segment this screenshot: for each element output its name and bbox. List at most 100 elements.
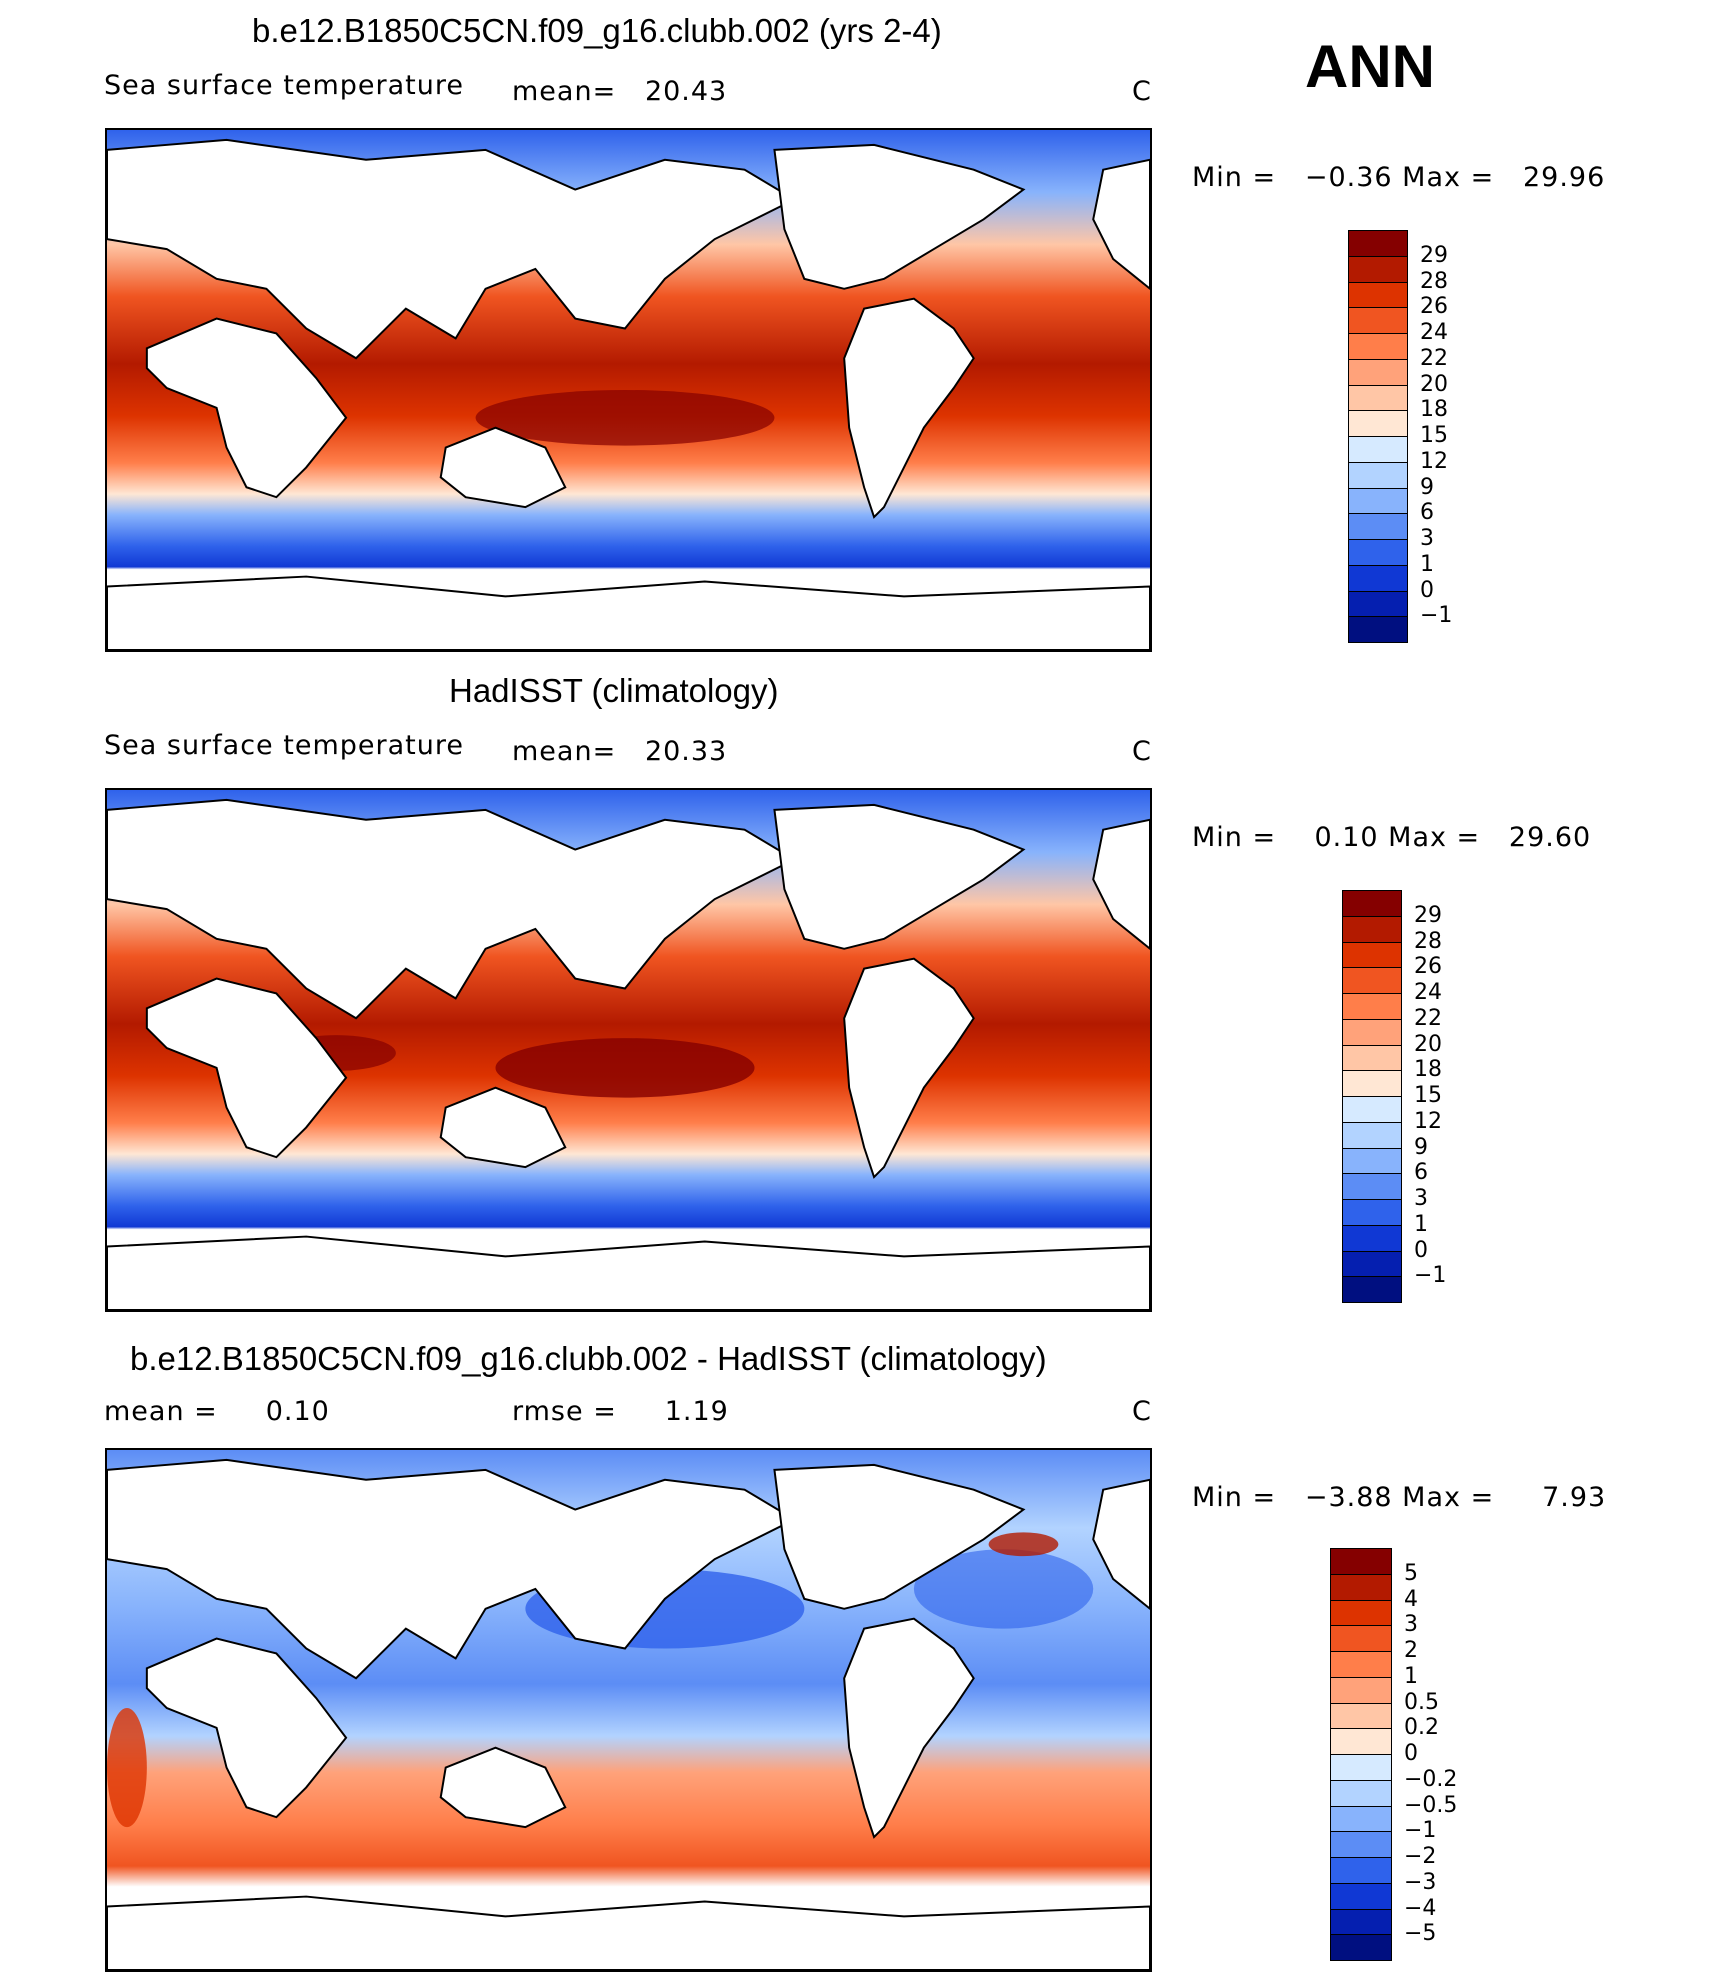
colorbar-label: 3 [1420, 526, 1434, 551]
colorbar-label: −0.5 [1404, 1792, 1458, 1818]
colorbar-swatch [1330, 1882, 1392, 1910]
colorbar-label: −1 [1404, 1818, 1437, 1844]
panel-3-units: C [1132, 1396, 1152, 1427]
colorbar-swatch [1330, 1754, 1392, 1781]
colorbar-swatch [1348, 616, 1408, 643]
colorbar-label: −5 [1404, 1921, 1437, 1947]
colorbar-label: 3 [1404, 1612, 1418, 1638]
colorbar-swatch [1348, 436, 1408, 463]
colorbar-swatch [1348, 333, 1408, 360]
colorbar-label: 18 [1414, 1057, 1442, 1083]
colorbar-label: 22 [1414, 1005, 1442, 1031]
panel-1-variable-label: Sea surface temperature [104, 70, 464, 101]
colorbar-label: 28 [1414, 928, 1442, 954]
panel-2-variable-label: Sea surface temperature [104, 730, 464, 761]
colorbar-label: −0.2 [1404, 1766, 1458, 1792]
colorbar-label: 6 [1414, 1160, 1428, 1186]
colorbar-label: 6 [1420, 500, 1434, 526]
panel-3-colorbar: 5 4 3 2 1 0.5 0.2 0 −0.2 −0.5 −1 −2 −3 −4 −5 [1330, 1548, 1480, 1961]
colorbar-label: 4 [1404, 1586, 1418, 1612]
panel-2-map [105, 788, 1152, 1312]
colorbar-label: 29 [1420, 242, 1448, 268]
colorbar-swatch [1342, 1018, 1402, 1046]
colorbar-swatch [1330, 1625, 1392, 1652]
panel-2-colorbar: 29 28 26 24 22 20 18 15 12 9 6 3 1 0 −1 [1342, 890, 1472, 1303]
colorbar-swatch [1342, 1173, 1402, 1200]
panel-3-mean: mean = 0.10 [104, 1396, 330, 1427]
panel-3-minmax: Min = −3.88 Max = 7.93 [1192, 1482, 1607, 1513]
sst-difference-map [107, 1450, 1150, 1970]
colorbar-label: 0 [1414, 1237, 1428, 1263]
colorbar-label: 29 [1414, 902, 1442, 928]
colorbar-swatch [1342, 1070, 1402, 1097]
colorbar-label: 0 [1404, 1741, 1418, 1766]
colorbar-label: 18 [1420, 397, 1448, 423]
sst-observed-map [107, 790, 1150, 1310]
colorbar-swatch [1342, 1199, 1402, 1226]
colorbar-label: 0.5 [1404, 1689, 1439, 1715]
colorbar-swatch [1330, 1548, 1392, 1575]
colorbar-swatch [1330, 1908, 1392, 1936]
colorbar-label: 22 [1420, 345, 1448, 371]
colorbar-swatch [1348, 358, 1408, 386]
colorbar-swatch [1342, 1121, 1402, 1149]
colorbar-label: 24 [1414, 980, 1442, 1005]
colorbar-swatch [1330, 1857, 1392, 1884]
colorbar-swatch [1342, 1096, 1402, 1123]
colorbar-label: −1 [1420, 603, 1453, 629]
colorbar-label: 9 [1414, 1134, 1428, 1160]
colorbar-swatch [1348, 384, 1408, 412]
colorbar-label: 1 [1414, 1211, 1428, 1237]
colorbar-label: 15 [1414, 1083, 1442, 1108]
colorbar-label: −3 [1404, 1869, 1437, 1895]
colorbar-swatch [1342, 1276, 1402, 1303]
panel-1-mean: mean= 20.43 [512, 76, 728, 107]
panel-2-mean: mean= 20.33 [512, 736, 728, 767]
colorbar-swatch [1342, 941, 1402, 969]
colorbar-swatch [1342, 1250, 1402, 1278]
panel-2-units: C [1132, 736, 1152, 767]
colorbar-swatch [1330, 1676, 1392, 1704]
colorbar-swatch [1330, 1728, 1392, 1755]
colorbar-label: 0.2 [1404, 1715, 1439, 1741]
colorbar-label: 26 [1420, 294, 1448, 320]
colorbar-label: 12 [1420, 448, 1448, 474]
colorbar-swatch [1330, 1831, 1392, 1858]
panel-2-minmax: Min = 0.10 Max = 29.60 [1192, 822, 1592, 853]
panel-3-title: b.e12.B1850C5CN.f09_g16.clubb.002 - HadI… [130, 1340, 1047, 1377]
panel-1-title: b.e12.B1850C5CN.f09_g16.clubb.002 (yrs 2… [252, 12, 942, 49]
colorbar-label: 0 [1420, 577, 1434, 603]
colorbar-swatch [1348, 281, 1408, 309]
panel-1-units: C [1132, 76, 1152, 107]
colorbar-label: 1 [1420, 551, 1434, 577]
colorbar-swatch [1342, 1224, 1402, 1252]
colorbar-label: 24 [1420, 320, 1448, 345]
colorbar-swatch [1348, 590, 1408, 618]
colorbar-swatch [1348, 487, 1408, 515]
colorbar-swatch [1348, 564, 1408, 592]
colorbar-label: 26 [1414, 954, 1442, 980]
colorbar-swatch [1342, 890, 1402, 917]
colorbar-label: −4 [1404, 1895, 1437, 1921]
colorbar-label: 15 [1420, 423, 1448, 448]
colorbar-label: 2 [1404, 1638, 1418, 1663]
sst-model-map [107, 130, 1150, 650]
colorbar-label: 1 [1404, 1663, 1418, 1689]
colorbar-label: 5 [1404, 1560, 1418, 1586]
panel-3-rmse: rmse = 1.19 [512, 1396, 729, 1427]
colorbar-label: 20 [1420, 371, 1448, 397]
colorbar-swatch [1342, 915, 1402, 943]
panel-1-minmax: Min = −0.36 Max = 29.96 [1192, 162, 1606, 193]
colorbar-label: 3 [1414, 1186, 1428, 1211]
colorbar-swatch [1342, 993, 1402, 1020]
colorbar-label: 12 [1414, 1108, 1442, 1134]
colorbar-label: −2 [1404, 1844, 1437, 1869]
colorbar-swatch [1330, 1934, 1392, 1961]
season-label: ANN [1305, 33, 1435, 100]
panel-1-colorbar: 29 28 26 24 22 20 18 15 12 9 6 3 1 0 −1 [1348, 230, 1478, 643]
colorbar-label: 20 [1414, 1031, 1442, 1057]
colorbar-swatch [1342, 1147, 1402, 1175]
colorbar-label: 28 [1420, 268, 1448, 294]
colorbar-swatch [1348, 461, 1408, 489]
colorbar-swatch [1330, 1573, 1392, 1601]
